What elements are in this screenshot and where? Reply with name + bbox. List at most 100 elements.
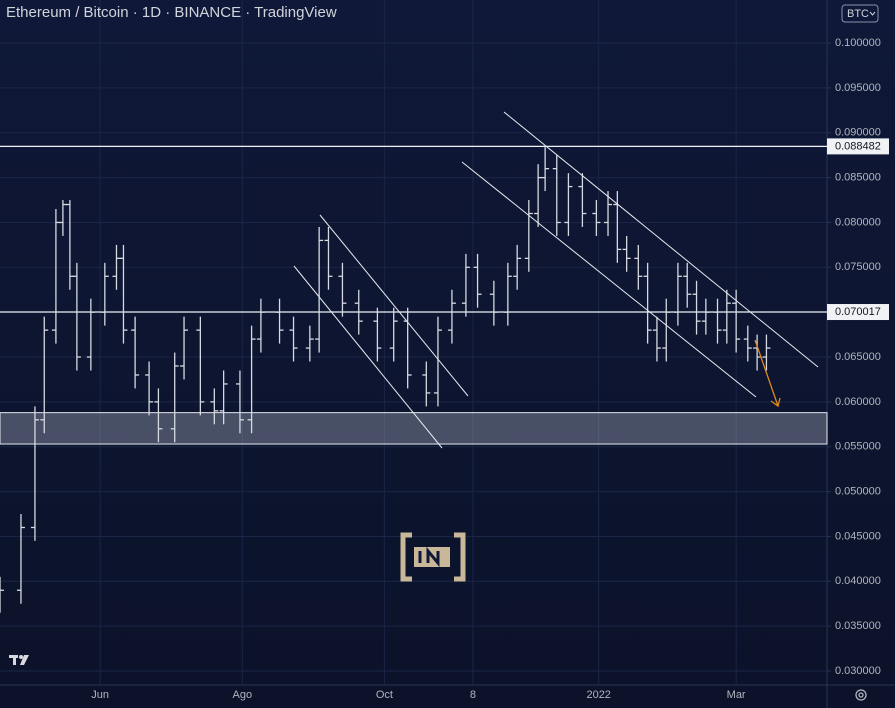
ohlc-bar <box>0 576 4 613</box>
ohlc-bar <box>210 388 219 425</box>
ohlc-bar <box>552 155 561 236</box>
x-tick-label: Ago <box>232 689 252 701</box>
ohlc-bar <box>30 406 39 541</box>
ohlc-bar <box>692 280 701 335</box>
ohlc-bar <box>513 244 522 290</box>
ohlc-bar <box>643 262 652 344</box>
y-tick-label: 0.065000 <box>835 351 881 363</box>
y-tick-label: 0.040000 <box>835 575 881 587</box>
ohlc-bar <box>338 262 347 317</box>
y-tick-label: 0.060000 <box>835 396 881 408</box>
ohlc-bar <box>154 388 163 443</box>
ohlc-bar <box>422 361 431 407</box>
trend-lines <box>293 111 819 449</box>
ohlc-bar <box>662 298 671 362</box>
ohlc-bar <box>235 370 244 434</box>
ohlc-bar <box>473 253 482 308</box>
ohlc-bar <box>119 244 128 344</box>
ohlc-bar <box>613 191 622 263</box>
ohlc-bar <box>16 514 25 604</box>
ohlc-bar <box>713 298 722 344</box>
y-tick-label: 0.080000 <box>835 216 881 228</box>
currency-button[interactable]: BTC <box>841 4 879 23</box>
y-tick-label: 0.055000 <box>835 441 881 453</box>
ohlc-bar <box>305 325 314 362</box>
bars <box>0 146 771 613</box>
ohlc-bar <box>592 200 601 236</box>
ohlc-bar <box>354 289 363 335</box>
zones <box>0 145 828 445</box>
channel-line <box>461 161 757 398</box>
currency-button-box[interactable] <box>841 4 879 23</box>
channel-line <box>503 111 819 368</box>
ohlc-bar <box>701 298 710 335</box>
ohlc-bar <box>170 352 179 443</box>
ohlc-bar <box>72 262 81 371</box>
ohlc-bar <box>461 253 470 317</box>
ohlc-bar <box>433 316 442 407</box>
ohlc-bar <box>743 325 752 362</box>
x-tick-label: Mar <box>727 689 746 701</box>
settings-gear-center[interactable] <box>858 692 864 698</box>
ohlc-bar <box>131 316 140 389</box>
y-tick-label: 0.095000 <box>835 82 881 94</box>
ohlc-bar <box>683 262 692 308</box>
tv-logo-part <box>13 655 16 665</box>
y-tick-label: 0.030000 <box>835 665 881 677</box>
ohlc-bar <box>86 298 95 371</box>
logo-bracket <box>454 532 466 582</box>
arrow-shaft <box>754 339 779 407</box>
level-label-box <box>827 138 889 155</box>
ohlc-bar <box>196 316 205 416</box>
logo-letters <box>418 546 440 568</box>
y-tick-label: 0.045000 <box>835 530 881 542</box>
y-tick-label: 0.090000 <box>835 127 881 139</box>
ohlc-bar <box>247 325 256 434</box>
x-tick-label: Oct <box>376 689 393 701</box>
channel-line <box>319 214 469 397</box>
ohlc-bar <box>622 235 631 272</box>
ohlc-bar <box>604 191 613 236</box>
chart-title: Ethereum / Bitcoin · 1D · BINANCE · Trad… <box>6 4 337 21</box>
ohlc-bar <box>373 307 382 362</box>
ohlc-bar <box>145 361 154 416</box>
x-tick-label: 2022 <box>586 689 610 701</box>
ohlc-bar <box>762 334 771 371</box>
ohlc-bar <box>652 316 661 362</box>
ohlc-bar <box>256 298 265 353</box>
y-tick-label: 0.035000 <box>835 620 881 632</box>
ohlc-bar <box>673 262 682 326</box>
level-label: 0.088482 <box>835 140 881 152</box>
currency-label[interactable]: BTC <box>847 8 869 20</box>
ohlc-bar <box>289 316 298 362</box>
watermark-logo <box>400 532 466 582</box>
settings-gear[interactable] <box>855 689 867 701</box>
ohlc-bar <box>389 307 398 362</box>
ohlc-bar <box>503 262 512 326</box>
logo-bracket <box>400 532 412 582</box>
tv-logo <box>9 655 29 665</box>
ohlc-bar <box>524 200 533 272</box>
level-label-box <box>827 304 889 321</box>
level-label: 0.070017 <box>835 306 881 318</box>
arrow <box>754 339 781 408</box>
ohlc-bar <box>541 146 550 192</box>
ohlc-bar <box>219 370 228 425</box>
ohlc-bar <box>324 226 333 290</box>
ohlc-bar <box>180 316 189 380</box>
ohlc-bar <box>40 316 49 434</box>
dropdown-icon[interactable] <box>869 11 876 16</box>
x-tick-label: Jun <box>91 689 109 701</box>
ohlc-bar <box>564 173 573 236</box>
tv-logo-part <box>19 655 23 659</box>
support-zone <box>0 412 828 445</box>
arrow-head <box>770 397 781 408</box>
y-tick-label: 0.085000 <box>835 172 881 184</box>
settings-icon[interactable] <box>855 689 867 701</box>
ohlc-bar <box>275 298 284 344</box>
ohlc-bar <box>634 244 643 290</box>
y-tick-label: 0.075000 <box>835 261 881 273</box>
